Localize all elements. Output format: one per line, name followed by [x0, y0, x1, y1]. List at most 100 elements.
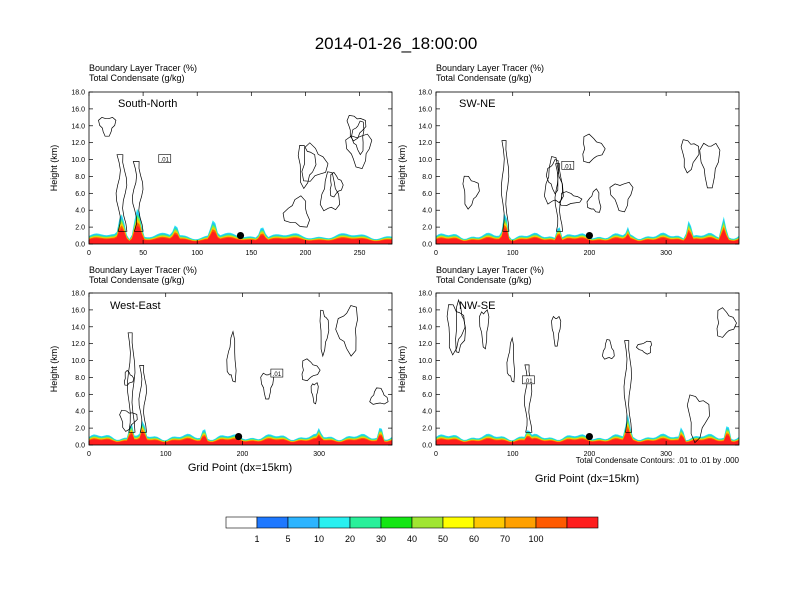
x-tick-label: 200	[584, 250, 596, 257]
condensate-column-contour	[500, 140, 510, 232]
y-tick-label: 12.0	[418, 341, 432, 348]
colorbar-swatch	[411, 516, 444, 529]
colorbar-swatch	[535, 516, 568, 529]
contour-label-box	[158, 154, 172, 163]
y-tick-label: 12.0	[71, 341, 85, 348]
x-tick-label: 300	[660, 250, 672, 257]
y-tick-label: 4.0	[422, 409, 432, 416]
x-tick-label: 300	[313, 451, 325, 458]
condensate-contour	[329, 171, 344, 198]
condensate-contour	[346, 115, 367, 142]
condensate-contour	[609, 181, 634, 213]
location-marker	[585, 432, 594, 441]
tracer-band-6	[436, 428, 739, 445]
y-axis-label: Height (km)	[397, 346, 407, 393]
x-axis-label: Grid Point (dx=15km)	[188, 462, 292, 474]
y-tick-label: 18.0	[71, 90, 85, 97]
panel-1-titles: Boundary Layer Tracer (%) Total Condensa…	[89, 63, 197, 83]
colorbar-swatch	[473, 516, 506, 529]
y-tick-label: 4.0	[422, 208, 432, 215]
y-tick-label: 10.0	[418, 358, 432, 365]
y-tick-label: 6.0	[422, 392, 432, 399]
condensate-contour	[123, 369, 135, 386]
y-tick-label: 0.0	[75, 443, 85, 450]
location-marker	[234, 432, 243, 441]
colorbar-label: 5	[285, 534, 290, 544]
condensate-contour	[699, 142, 721, 189]
colorbar-label: 30	[376, 534, 386, 544]
contour-label: .01	[161, 158, 170, 164]
y-tick-label: 16.0	[418, 307, 432, 314]
y-tick-label: 0.0	[422, 242, 432, 249]
condensate-contour	[335, 305, 358, 357]
y-tick-label: 16.0	[71, 106, 85, 113]
panel-title-line1: Boundary Layer Tracer (%)	[436, 265, 544, 275]
y-tick-label: 6.0	[75, 392, 85, 399]
condensate-contour	[686, 394, 710, 444]
y-tick-label: 0.0	[75, 242, 85, 249]
y-tick-label: 4.0	[75, 208, 85, 215]
colorbar-swatch	[256, 516, 289, 529]
panel-title-line2: Total Condensate (g/kg)	[436, 275, 532, 285]
contour-label-box	[270, 368, 284, 378]
colorbar-label: 20	[345, 534, 355, 544]
tracer-band-6	[89, 431, 392, 445]
panel-frame	[435, 91, 740, 245]
condensate-column-contour	[132, 161, 144, 232]
colorbar-swatch	[287, 516, 320, 529]
y-tick-label: 18.0	[418, 291, 432, 298]
panel-title-line2: Total Condensate (g/kg)	[436, 73, 532, 83]
contour-label-box	[561, 161, 575, 170]
condensate-contour	[98, 117, 117, 137]
y-tick-label: 14.0	[418, 324, 432, 331]
y-tick-label: 10.0	[71, 358, 85, 365]
y-axis-label: Height (km)	[397, 145, 407, 192]
panel-name-south-north: South-North	[118, 98, 177, 110]
y-tick-label: 14.0	[71, 324, 85, 331]
panel-title-line1: Boundary Layer Tracer (%)	[89, 63, 197, 73]
y-tick-label: 10.0	[71, 157, 85, 164]
colorbar-label: 10	[314, 534, 324, 544]
y-tick-label: 8.0	[422, 174, 432, 181]
panel-4-titles: Boundary Layer Tracer (%) Total Condensa…	[436, 265, 544, 285]
x-tick-label: 200	[237, 451, 249, 458]
contour-label: .01	[524, 379, 533, 385]
x-tick-label: 200	[300, 250, 312, 257]
panel-title-line2: Total Condensate (g/kg)	[89, 73, 185, 83]
y-tick-label: 0.0	[422, 443, 432, 450]
x-axis-label: Grid Point (dx=15km)	[535, 473, 639, 485]
y-tick-label: 4.0	[75, 409, 85, 416]
x-tick-label: 0	[87, 250, 91, 257]
x-tick-label: 0	[434, 451, 438, 458]
x-tick-label: 50	[139, 250, 147, 257]
condensate-contour	[462, 175, 480, 210]
condensate-contour	[351, 120, 365, 156]
y-tick-label: 8.0	[75, 174, 85, 181]
panel-2: .01 0.0 2.0 4.0 6.0 8.0 10.0 12.0 14.0 16.0 18.0 0 1…	[418, 90, 740, 257]
panel-title-line2: Total Condensate (g/kg)	[89, 275, 185, 285]
condensate-contour	[582, 133, 606, 164]
location-marker	[236, 231, 245, 240]
location-marker	[585, 231, 594, 240]
panel-plot-area: .01	[89, 305, 392, 445]
condensate-contour	[119, 409, 138, 432]
condensate-contour	[319, 309, 330, 358]
panel-frame	[435, 292, 740, 446]
condensate-contour	[310, 382, 319, 405]
y-tick-label: 2.0	[75, 426, 85, 433]
contour-note: Total Condensate Contours: .01 to .01 by…	[576, 456, 740, 465]
condensate-contour	[319, 171, 341, 212]
colorbar-label: 60	[469, 534, 479, 544]
x-tick-label: 200	[584, 451, 596, 458]
y-tick-label: 2.0	[422, 426, 432, 433]
condensate-contour	[282, 195, 310, 228]
colorbar-swatch	[349, 516, 382, 529]
contour-label-box	[522, 375, 535, 385]
condensate-contour	[455, 298, 466, 354]
contour-label: .01	[273, 372, 282, 378]
condensate-column-contour	[554, 163, 563, 232]
y-tick-label: 2.0	[422, 225, 432, 232]
colorbar-swatch	[504, 516, 537, 529]
y-tick-label: 12.0	[71, 140, 85, 147]
page-title: 2014-01-26_18:00:00	[315, 34, 478, 53]
